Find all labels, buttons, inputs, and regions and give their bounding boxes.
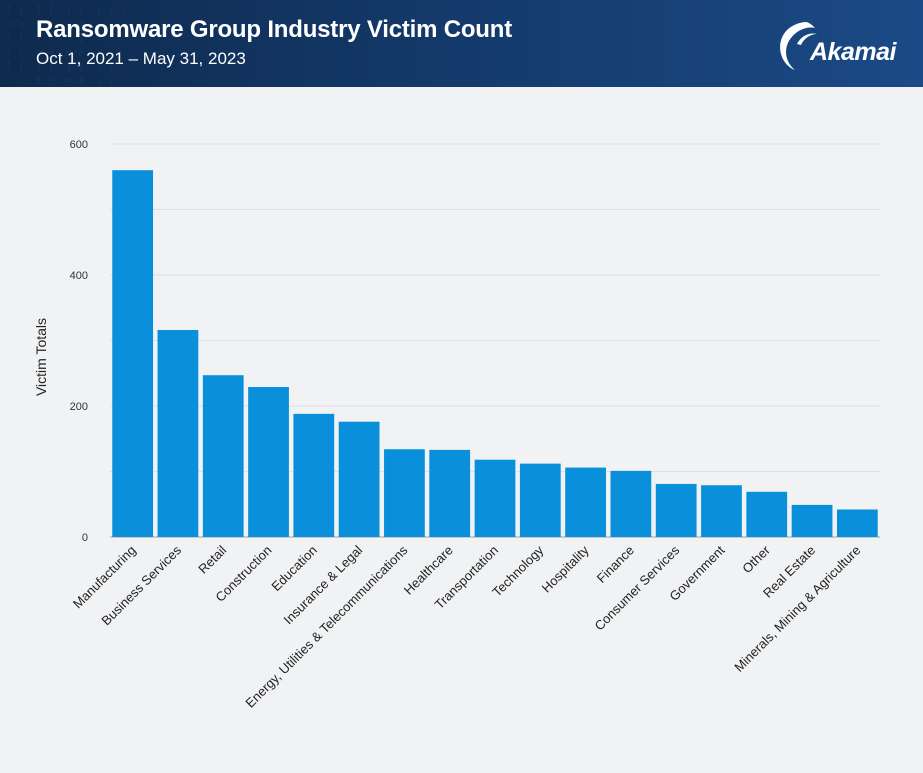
x-tick-label: Consumer Services xyxy=(591,542,682,633)
x-tick-label: Finance xyxy=(594,543,637,586)
bar xyxy=(112,170,154,537)
bar xyxy=(338,421,380,537)
bar xyxy=(202,375,244,537)
bar xyxy=(655,483,697,537)
header-code-texture: { } [ ] ( ) ; ; ; </> = = + + - - ( ) { … xyxy=(6,5,127,86)
y-tick-label: 400 xyxy=(70,270,88,282)
x-tick-label: Retail xyxy=(195,542,229,576)
y-tick-label: 0 xyxy=(82,532,88,544)
bar xyxy=(429,449,471,537)
bar xyxy=(610,470,652,537)
y-tick-label: 200 xyxy=(70,401,88,413)
bar xyxy=(248,387,289,537)
bar xyxy=(293,413,335,537)
y-axis-label: Victim Totals xyxy=(33,318,49,396)
y-tick-label: 600 xyxy=(70,139,88,151)
bar xyxy=(791,504,833,537)
bar xyxy=(474,459,516,537)
y-axis-ticks: 0 200 400 600 xyxy=(70,139,88,544)
chart-title: Ransomware Group Industry Victim Count xyxy=(36,16,513,43)
bar xyxy=(836,509,878,537)
logo-wordmark: Akamai xyxy=(810,38,896,66)
bar xyxy=(157,330,199,537)
bar xyxy=(519,463,561,537)
header-banner: { } [ ] ( ) ; ; ; </> = = + + - - ( ) { … xyxy=(0,0,923,87)
x-tick-label: Insurance & Legal xyxy=(281,542,366,627)
chart-subtitle: Oct 1, 2021 – May 31, 2023 xyxy=(36,49,246,68)
bar xyxy=(701,485,742,537)
akamai-logo-icon xyxy=(780,22,817,70)
bar xyxy=(746,491,788,537)
x-tick-label: Business Services xyxy=(98,542,184,628)
x-tick-label: Other xyxy=(739,542,773,576)
x-tick-label: Energy, Utilities & Telecommunications xyxy=(242,542,410,710)
bars xyxy=(112,170,878,537)
x-tick-label: Hospitality xyxy=(539,542,592,595)
bar xyxy=(384,449,425,537)
bar xyxy=(565,467,606,537)
